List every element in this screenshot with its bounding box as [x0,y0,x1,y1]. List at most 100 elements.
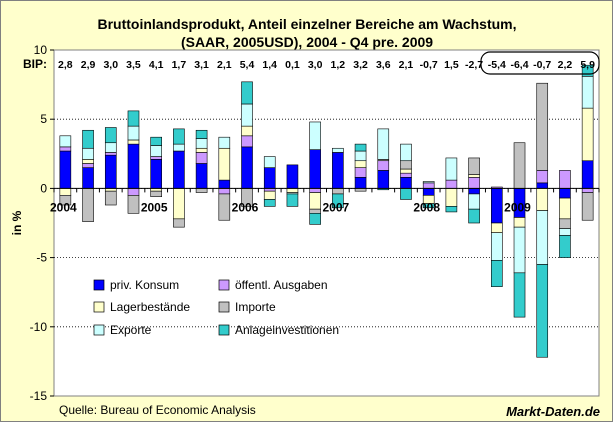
bar-segment [59,135,72,148]
bar-segment [581,107,594,162]
bip-value: 3,6 [376,59,391,71]
bar-segment [286,164,299,189]
bar-segment [241,146,253,189]
bar-segment [559,218,571,229]
bar-segment [127,195,140,214]
bar-segment [581,188,594,193]
bar-segment [332,152,344,189]
bar-segment [445,188,458,207]
highlight-box [480,51,600,75]
bip-value: 0,1 [285,59,300,71]
bar-segment [581,160,594,189]
bip-value: -0,7 [533,59,551,71]
bar-segment [468,208,480,224]
bar-segment [581,192,594,221]
bar-segment [309,121,321,150]
bar-segment [263,156,276,168]
bip-value: 1,5 [444,59,459,71]
y-axis-label: in % [10,210,24,235]
bar-segment [127,125,140,141]
bar-segment [513,217,526,228]
bar-segment [559,228,571,236]
bar-segment [309,192,321,210]
bar-segment [104,142,117,153]
legend-label: Importe [235,300,276,314]
bar-segment [559,235,571,258]
legend-swatch [218,279,230,291]
bar-segment [82,188,94,222]
legend-label: Lagerbestände [110,300,190,314]
bar-segment [559,197,571,220]
bar-segment [536,188,549,211]
bar-segment [422,182,435,189]
bar-segment [241,135,253,148]
bar-segment [559,170,571,189]
bar-segment [263,190,276,200]
bar-segment [513,226,526,274]
bip-value: 4,1 [149,59,164,71]
legend-swatch [218,301,230,313]
bip-values: 2,8 2,9 3,0 3,5 4,1 1,7 3,1 2,1 5,4 1,4 0,1 3,0 1,2 3… [58,59,595,71]
bar-segment [82,167,94,189]
bar-segment [422,188,435,196]
zero-line [53,187,600,193]
plot-area [53,49,600,397]
bip-value: -6,4 [510,59,528,71]
legend: priv. Konsum öffentl. Ausgaben Lagerbestän… [93,278,339,337]
bar-segment [354,160,367,168]
y-tick-label: -15 [30,389,48,403]
bar-segment [241,103,253,127]
bar-segment [400,168,412,174]
legend-swatch [93,324,105,336]
bar-segment [104,127,117,144]
bar-segment [82,147,94,160]
bar-segment [400,143,412,162]
bip-value: 3,0 [308,59,323,71]
bar-segment [581,64,594,77]
bar-segment [263,199,276,207]
bar-segment [150,145,162,157]
bar-segment [195,129,208,139]
bar-segment [150,190,162,198]
bar-segment [468,157,480,175]
bar-segment [286,188,299,193]
bip-value: 1,2 [331,59,346,71]
bar-segment [263,167,276,189]
bip-value: 5,9 [580,59,595,71]
bar-segment [218,136,231,149]
bar-segment [468,188,480,195]
bar-segment [195,138,208,149]
bar-segment [150,136,162,146]
y-tick-label: -5 [36,251,47,265]
bip-value: -0,7 [420,59,438,71]
bar-segment [195,147,208,153]
y-tick-label: 10 [34,43,48,57]
bar-segment [445,179,458,189]
bar-segment [332,193,344,209]
bar-segment [173,188,185,220]
bar-segment [195,188,208,193]
legend-swatch [93,301,105,313]
bar-segment [309,208,321,214]
year-label: 2009 [504,200,531,214]
bar-segment [173,218,185,228]
bar-segment [59,150,72,189]
bar-segment [218,179,231,189]
bar-segment [59,146,72,152]
bar-segment [241,81,253,105]
year-label: 2008 [413,200,440,214]
bar-segment [127,143,140,189]
bar-segment [218,193,231,221]
bar-segment [400,160,412,170]
year-label: 2004 [50,200,77,214]
bip-value: 3,0 [103,59,118,71]
bar-segment [309,213,321,225]
bip-value: 2,1 [399,59,414,71]
bar-segment [173,150,185,189]
year-label: 2006 [232,200,259,214]
bar-segment [150,159,162,189]
source-note: Quelle: Bureau of Economic Analysis [59,403,256,417]
bar-segment [104,152,117,156]
bar-segment [173,128,185,145]
